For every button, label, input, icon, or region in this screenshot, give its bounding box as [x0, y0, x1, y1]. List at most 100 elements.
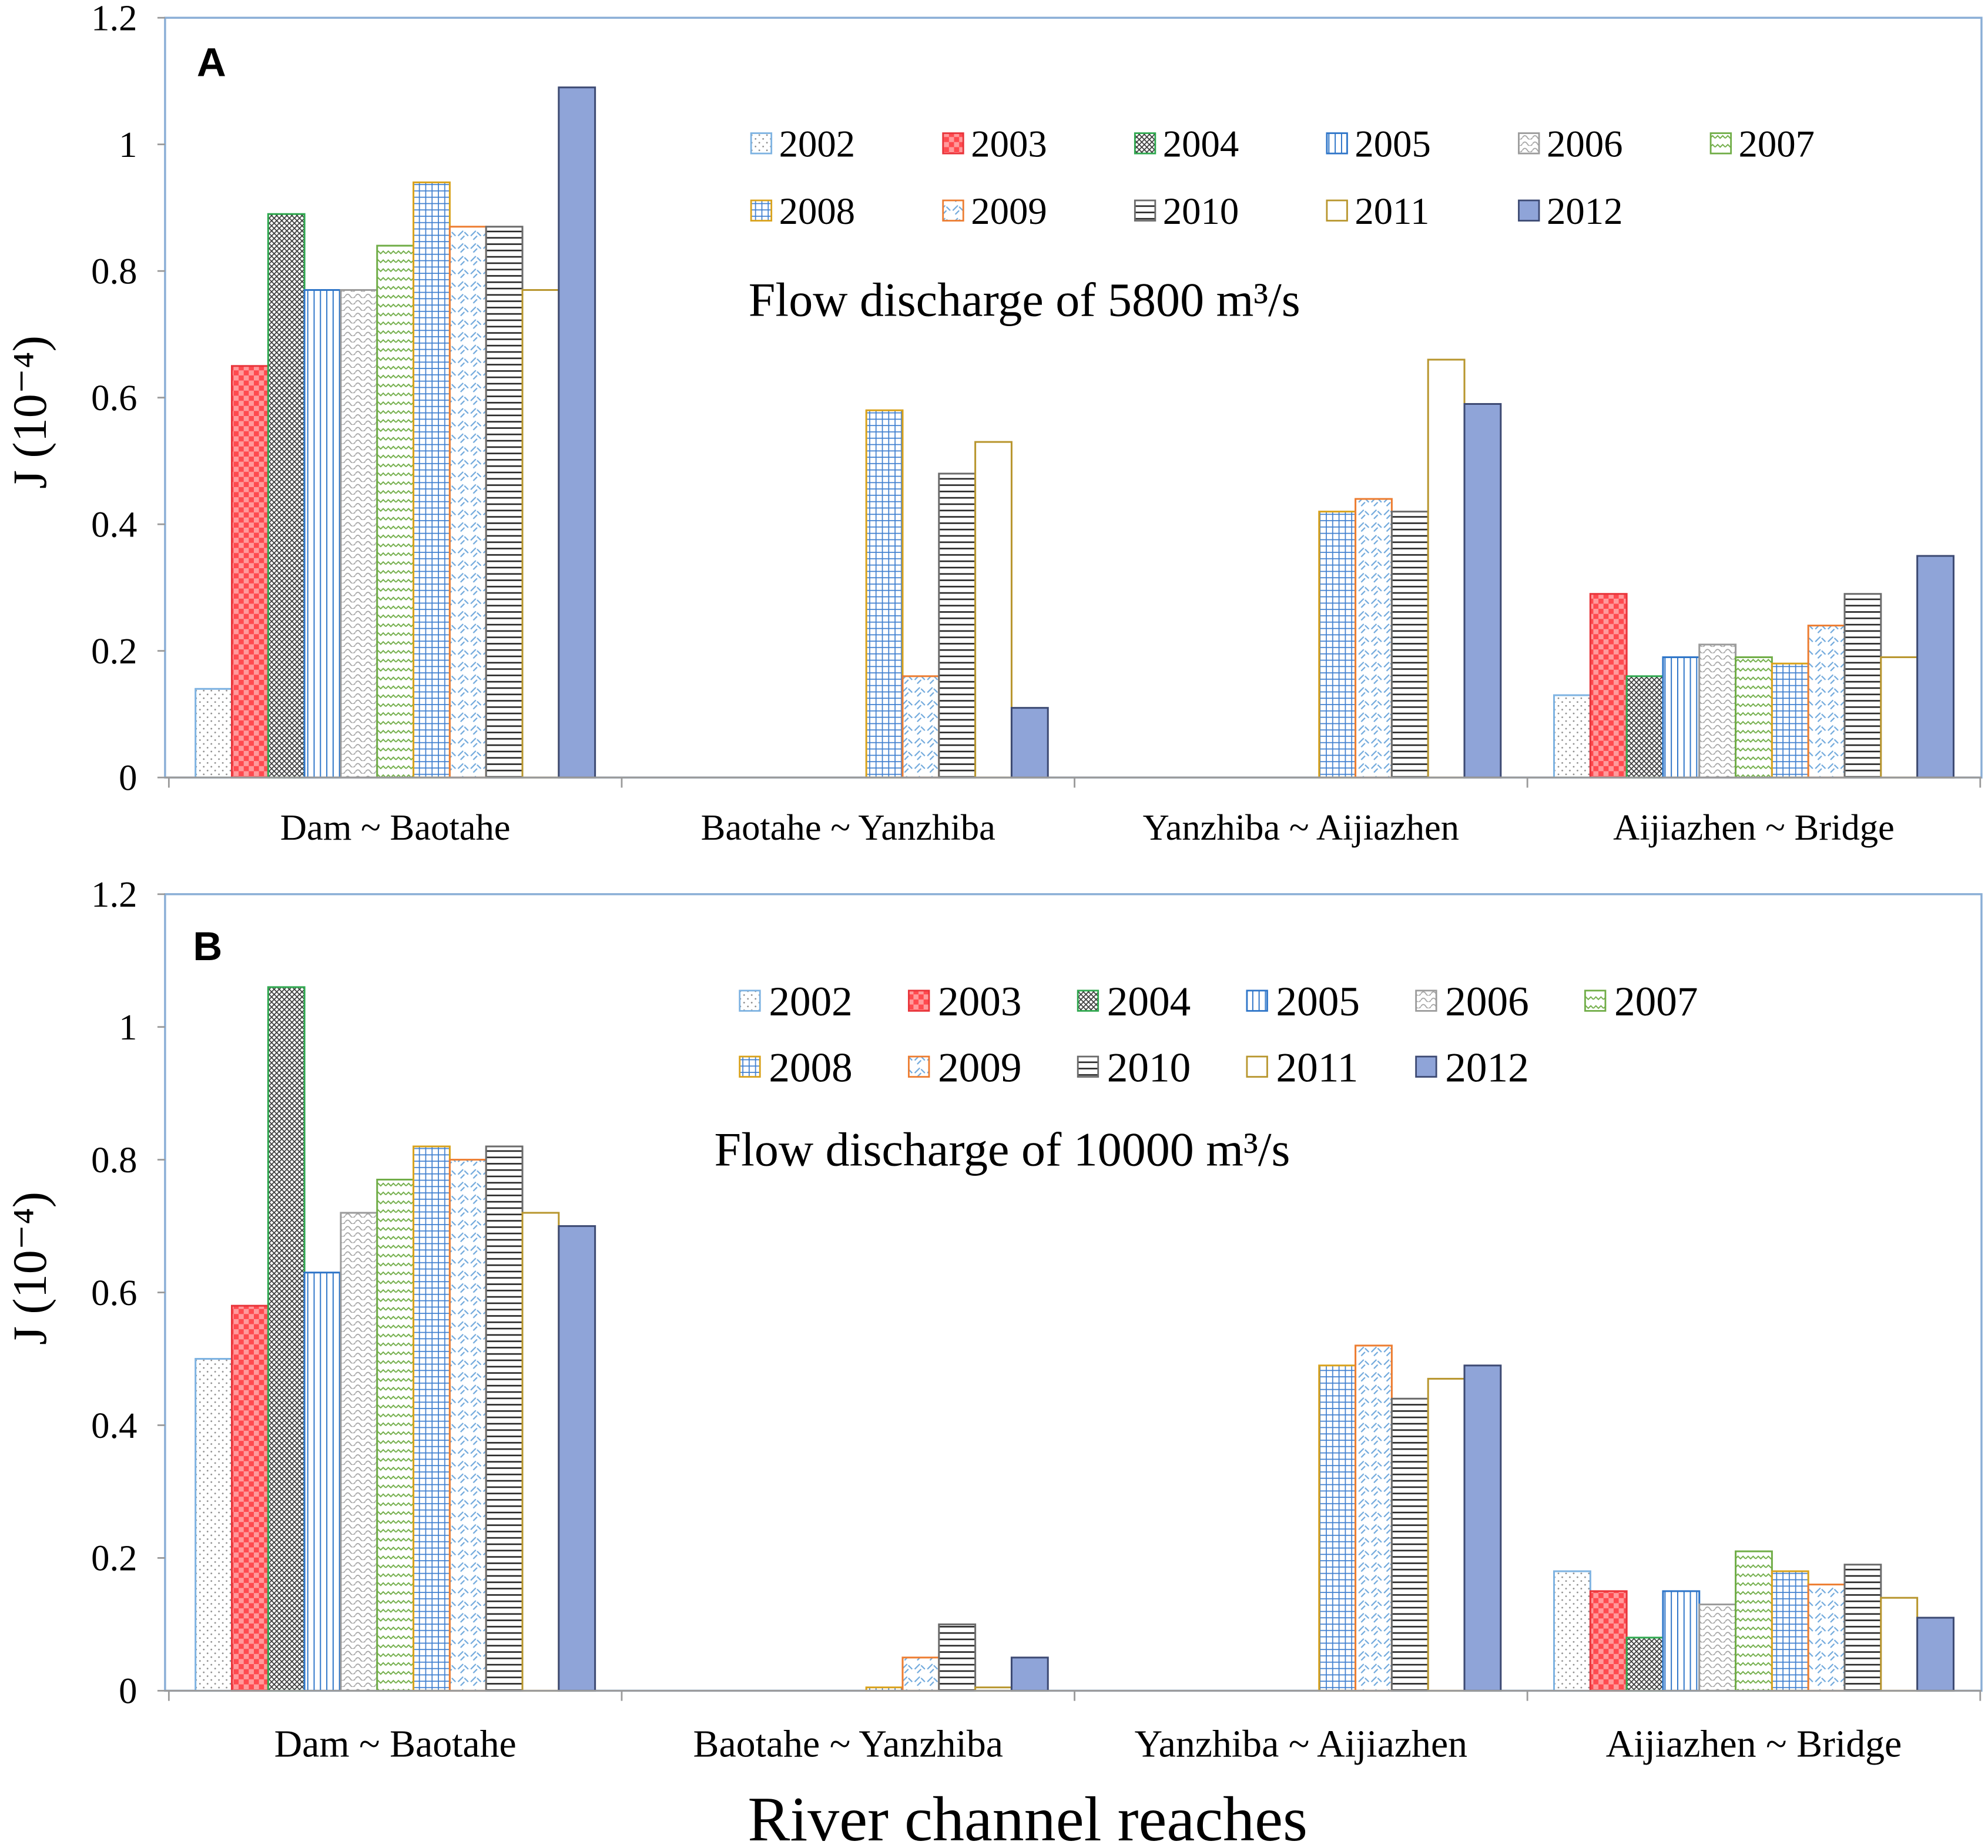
legend-swatch-2008 — [750, 199, 773, 222]
bar-b-2010-dam-baotahe — [485, 1145, 524, 1692]
bar-b-2002-aijiazhen-bridge — [1553, 1570, 1591, 1692]
legend-swatch-2005 — [1246, 990, 1268, 1012]
legend-swatch-2007 — [1584, 990, 1607, 1012]
legend-swatch-2009 — [942, 199, 964, 222]
bar-a-2012-baotahe-yanzhiba — [1010, 707, 1049, 779]
legend-swatch-2005 — [1326, 132, 1348, 155]
bar-b-2003-dam-baotahe — [230, 1304, 269, 1692]
y-tick-label: 1 — [119, 1007, 137, 1048]
bar-a-2009-aijiazhen-bridge — [1807, 625, 1846, 779]
legend-swatch-2012 — [1415, 1055, 1437, 1078]
legend-item-2010: 2010 — [1134, 190, 1239, 233]
legend-swatch-2003 — [908, 990, 930, 1012]
legend-item-2004: 2004 — [1134, 123, 1239, 166]
bar-b-2006-aijiazhen-bridge — [1698, 1603, 1737, 1692]
y-tick-label: 0.4 — [91, 504, 137, 545]
bar-b-2007-aijiazhen-bridge — [1735, 1550, 1773, 1692]
legend: 2002 2003 2004 2005 2006 2007 2008 2009 2010 2011… — [739, 979, 1698, 1091]
y-tick-label: 1.2 — [91, 874, 137, 915]
panel-label: B — [193, 923, 222, 969]
legend-label-2005: 2005 — [1276, 979, 1360, 1025]
bar-a-2008-yanzhiba-aijiazhen — [1318, 511, 1357, 779]
legend-swatch-2002 — [739, 990, 761, 1012]
x-category-label: Baotahe ~ Yanzhiba — [693, 1723, 1003, 1766]
bar-a-2005-dam-baotahe — [303, 289, 342, 779]
legend-swatch-2011 — [1246, 1055, 1268, 1078]
bar-b-2005-dam-baotahe — [303, 1272, 342, 1692]
bar-b-2002-dam-baotahe — [195, 1358, 233, 1692]
legend-item-2002: 2002 — [739, 979, 853, 1025]
legend-swatch-2004 — [1134, 132, 1156, 155]
bar-a-2008-baotahe-yanzhiba — [865, 409, 904, 779]
legend-item-2011: 2011 — [1326, 190, 1429, 233]
bar-b-2010-aijiazhen-bridge — [1843, 1564, 1882, 1692]
bar-a-2002-dam-baotahe — [195, 687, 233, 779]
bar-a-2010-yanzhiba-aijiazhen — [1390, 511, 1429, 779]
bar-a-2004-dam-baotahe — [267, 213, 306, 779]
legend-item-2009: 2009 — [908, 1045, 1022, 1091]
x-category-label: Yanzhiba ~ Aijiazhen — [1135, 1723, 1467, 1766]
legend-item-2003: 2003 — [908, 979, 1022, 1025]
legend-item-2009: 2009 — [942, 190, 1047, 233]
panel-label: A — [197, 39, 226, 85]
y-tick-label: 1.2 — [91, 0, 137, 39]
legend-label-2007: 2007 — [1739, 123, 1815, 166]
y-tick-label: 0.6 — [91, 1272, 137, 1313]
bar-b-2012-dam-baotahe — [558, 1225, 596, 1692]
legend-label-2006: 2006 — [1445, 979, 1528, 1025]
bar-a-2010-aijiazhen-bridge — [1843, 593, 1882, 779]
bar-a-2007-dam-baotahe — [376, 244, 415, 779]
y-axis-label: J (10⁻⁴) — [3, 1192, 56, 1345]
bar-b-2011-yanzhiba-aijiazhen — [1427, 1377, 1466, 1692]
legend-item-2005: 2005 — [1246, 979, 1360, 1025]
bar-b-2011-dam-baotahe — [521, 1212, 560, 1692]
bar-b-2004-aijiazhen-bridge — [1625, 1636, 1664, 1692]
legend-label-2007: 2007 — [1614, 979, 1698, 1025]
x-axis-title: River channel reaches — [747, 1785, 1308, 1848]
legend-swatch-2004 — [1077, 990, 1099, 1012]
legend-swatch-2011 — [1326, 199, 1348, 222]
legend-label-2011: 2011 — [1276, 1045, 1359, 1091]
bar-a-2011-dam-baotahe — [521, 289, 560, 779]
plot-b-content: 0 0.2 0.4 0.6 0.8 1 1.2 Dam ~ Baotahe Baotahe ~ … — [91, 874, 1982, 1766]
bar-b-2010-baotahe-yanzhiba — [938, 1623, 977, 1692]
legend-label-2003: 2003 — [938, 979, 1021, 1025]
bar-a-2012-yanzhiba-aijiazhen — [1463, 403, 1502, 779]
legend-label-2004: 2004 — [1107, 979, 1191, 1025]
legend-label-2002: 2002 — [779, 123, 856, 166]
y-tick-label: 0.4 — [91, 1405, 137, 1446]
bar-b-2011-aijiazhen-bridge — [1880, 1597, 1919, 1692]
bar-a-2009-dam-baotahe — [448, 226, 487, 779]
legend-item-2005: 2005 — [1326, 123, 1431, 166]
legend-swatch-2006 — [1415, 990, 1437, 1012]
bar-b-2009-yanzhiba-aijiazhen — [1355, 1344, 1393, 1692]
legend-swatch-2010 — [1077, 1055, 1099, 1078]
bar-b-2004-dam-baotahe — [267, 986, 306, 1692]
legend-item-2003: 2003 — [942, 123, 1047, 166]
legend-label-2004: 2004 — [1163, 123, 1239, 166]
y-tick-label: 0.8 — [91, 250, 137, 291]
y-tick-label: 0 — [119, 757, 137, 798]
legend-item-2008: 2008 — [739, 1045, 853, 1091]
bar-a-2008-aijiazhen-bridge — [1771, 662, 1809, 779]
legend-swatch-2010 — [1134, 199, 1156, 222]
bar-b-2008-dam-baotahe — [413, 1145, 451, 1692]
bar-b-2010-yanzhiba-aijiazhen — [1390, 1397, 1429, 1692]
y-tick-label: 0.6 — [91, 377, 137, 418]
legend-label-2012: 2012 — [1547, 190, 1623, 233]
bar-a-2009-baotahe-yanzhiba — [901, 675, 940, 779]
legend-label-2011: 2011 — [1355, 190, 1429, 233]
x-category-label: Dam ~ Baotahe — [274, 1723, 517, 1766]
panel-a: 0 0.2 0.4 0.6 0.8 1 1.2 Dam ~ Baotahe Baotahe ~ … — [3, 0, 1983, 848]
bar-a-2010-dam-baotahe — [485, 226, 524, 779]
bar-a-2011-yanzhiba-aijiazhen — [1427, 358, 1466, 779]
bar-a-2008-dam-baotahe — [413, 181, 451, 779]
legend-label-2005: 2005 — [1355, 123, 1431, 166]
legend-label-2008: 2008 — [769, 1045, 852, 1091]
legend-label-2009: 2009 — [971, 190, 1047, 233]
bar-b-2009-baotahe-yanzhiba — [901, 1656, 940, 1692]
x-category-label: Yanzhiba ~ Aijiazhen — [1143, 807, 1459, 848]
legend-label-2009: 2009 — [938, 1045, 1021, 1091]
y-tick-label: 1 — [119, 124, 137, 165]
bar-a-2006-dam-baotahe — [340, 289, 378, 779]
